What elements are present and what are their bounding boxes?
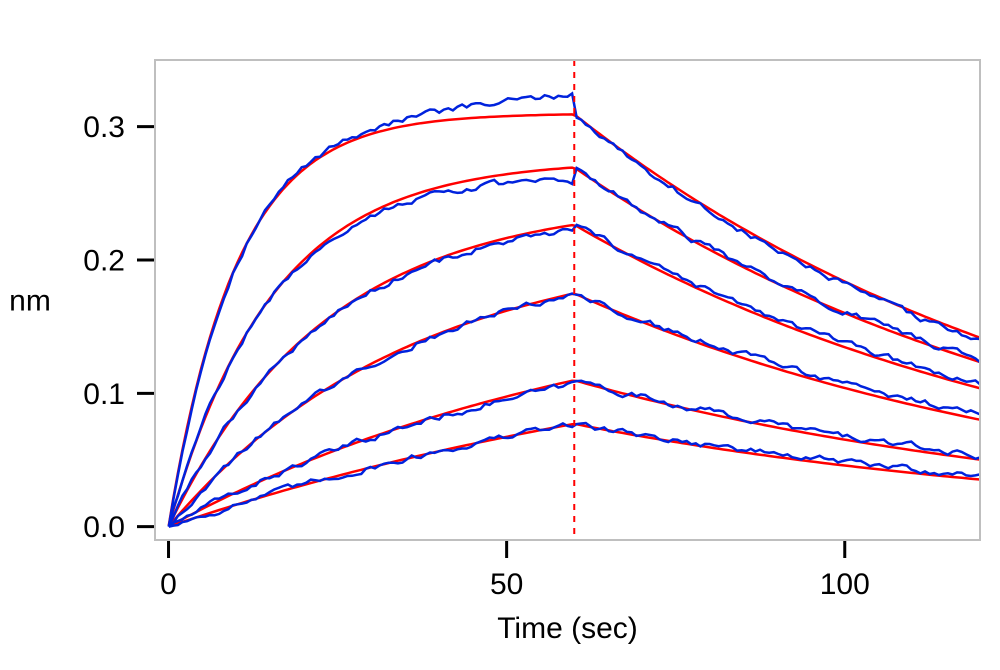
x-axis-label: Time (sec) — [497, 612, 638, 645]
y-axis-label: nm — [9, 285, 51, 318]
y-tick-label: 0.2 — [83, 245, 125, 278]
y-tick-label: 0.3 — [83, 111, 125, 144]
y-tick-label: 0.1 — [83, 378, 125, 411]
sensorgram-chart: 0 50 100 0.0 0.1 0.2 0.3 Time (sec) nm — [0, 0, 1000, 670]
x-tick-label: 0 — [160, 568, 177, 601]
y-tick-label: 0.0 — [83, 511, 125, 544]
y-tick-labels: 0.0 0.1 0.2 0.3 — [83, 111, 125, 544]
x-tick-label: 100 — [820, 568, 870, 601]
x-tick-label: 50 — [490, 568, 523, 601]
x-tick-labels: 0 50 100 — [160, 568, 870, 601]
